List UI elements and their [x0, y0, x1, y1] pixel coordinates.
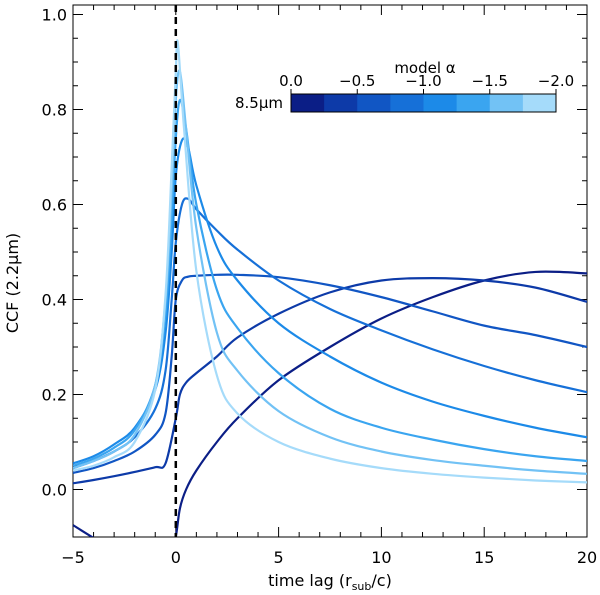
colorbar-swatch	[423, 94, 458, 112]
x-tick-label: 20	[577, 548, 597, 567]
x-tick-label: 5	[274, 548, 284, 567]
x-tick-label: 15	[474, 548, 494, 567]
colorbar-tick-label: −1.0	[405, 72, 441, 90]
plot-area	[72, 4, 588, 538]
colorbar-swatches	[291, 94, 557, 112]
colorbar-swatch	[324, 94, 358, 112]
colorbar-row-label: 8.5μm	[235, 94, 283, 112]
series-line-alpha--0.75	[73, 197, 587, 470]
colorbar: model α 8.5μm 0.0 −0.5 −1.0 −1.5 −2.0	[235, 59, 574, 113]
colorbar-ticks	[290, 89, 557, 94]
axis-ticks	[72, 5, 588, 537]
y-tick-label: 0.2	[42, 386, 67, 405]
colorbar-tick-labels: 0.0 −0.5 −1.0 −1.5 −2.0	[279, 72, 574, 90]
colorbar-tick-label: −2.0	[538, 72, 574, 90]
series-line-alpha--0.5	[73, 273, 587, 474]
series-line-alpha--2.0	[73, 39, 587, 484]
colorbar-swatch	[489, 94, 524, 112]
series-layer	[73, 39, 587, 537]
colorbar-swatch	[522, 94, 557, 112]
series-line-alpha--1.5	[73, 69, 587, 475]
y-tick-label: 0.4	[42, 291, 67, 310]
tick-labels: −5 0 5 10 15 20 0.0 0.2 0.4 0.6 0.8 1.0	[42, 6, 598, 568]
colorbar-swatch	[357, 94, 391, 112]
colorbar-title: model α	[394, 59, 455, 77]
x-axis-title-tail: /c)	[371, 571, 391, 590]
x-axis-title: time lag (rsub/c)	[268, 571, 392, 593]
y-tick-label: 0.8	[42, 101, 67, 120]
colorbar-tick-label: 0.0	[279, 72, 303, 90]
colorbar-tick-label: −0.5	[339, 72, 375, 90]
series-line-alpha--0.25	[73, 277, 587, 485]
colorbar-tick-label: −1.5	[472, 72, 508, 90]
colorbar-swatch	[456, 94, 491, 112]
y-tick-label: 0.0	[42, 481, 67, 500]
y-axis-title: CCF (2.2μm)	[3, 233, 22, 333]
x-tick-label: 0	[171, 548, 181, 567]
y-tick-label: 0.6	[42, 196, 67, 215]
x-axis-title-subscript: sub	[352, 580, 372, 593]
colorbar-swatch	[390, 94, 424, 112]
colorbar-swatch	[291, 94, 325, 112]
series-line-alpha-0.0	[73, 270, 587, 537]
x-tick-label: 10	[371, 548, 391, 567]
series-line-alpha--1.0	[73, 137, 587, 465]
y-tick-label: 1.0	[42, 6, 67, 25]
x-tick-label: −5	[61, 548, 85, 567]
